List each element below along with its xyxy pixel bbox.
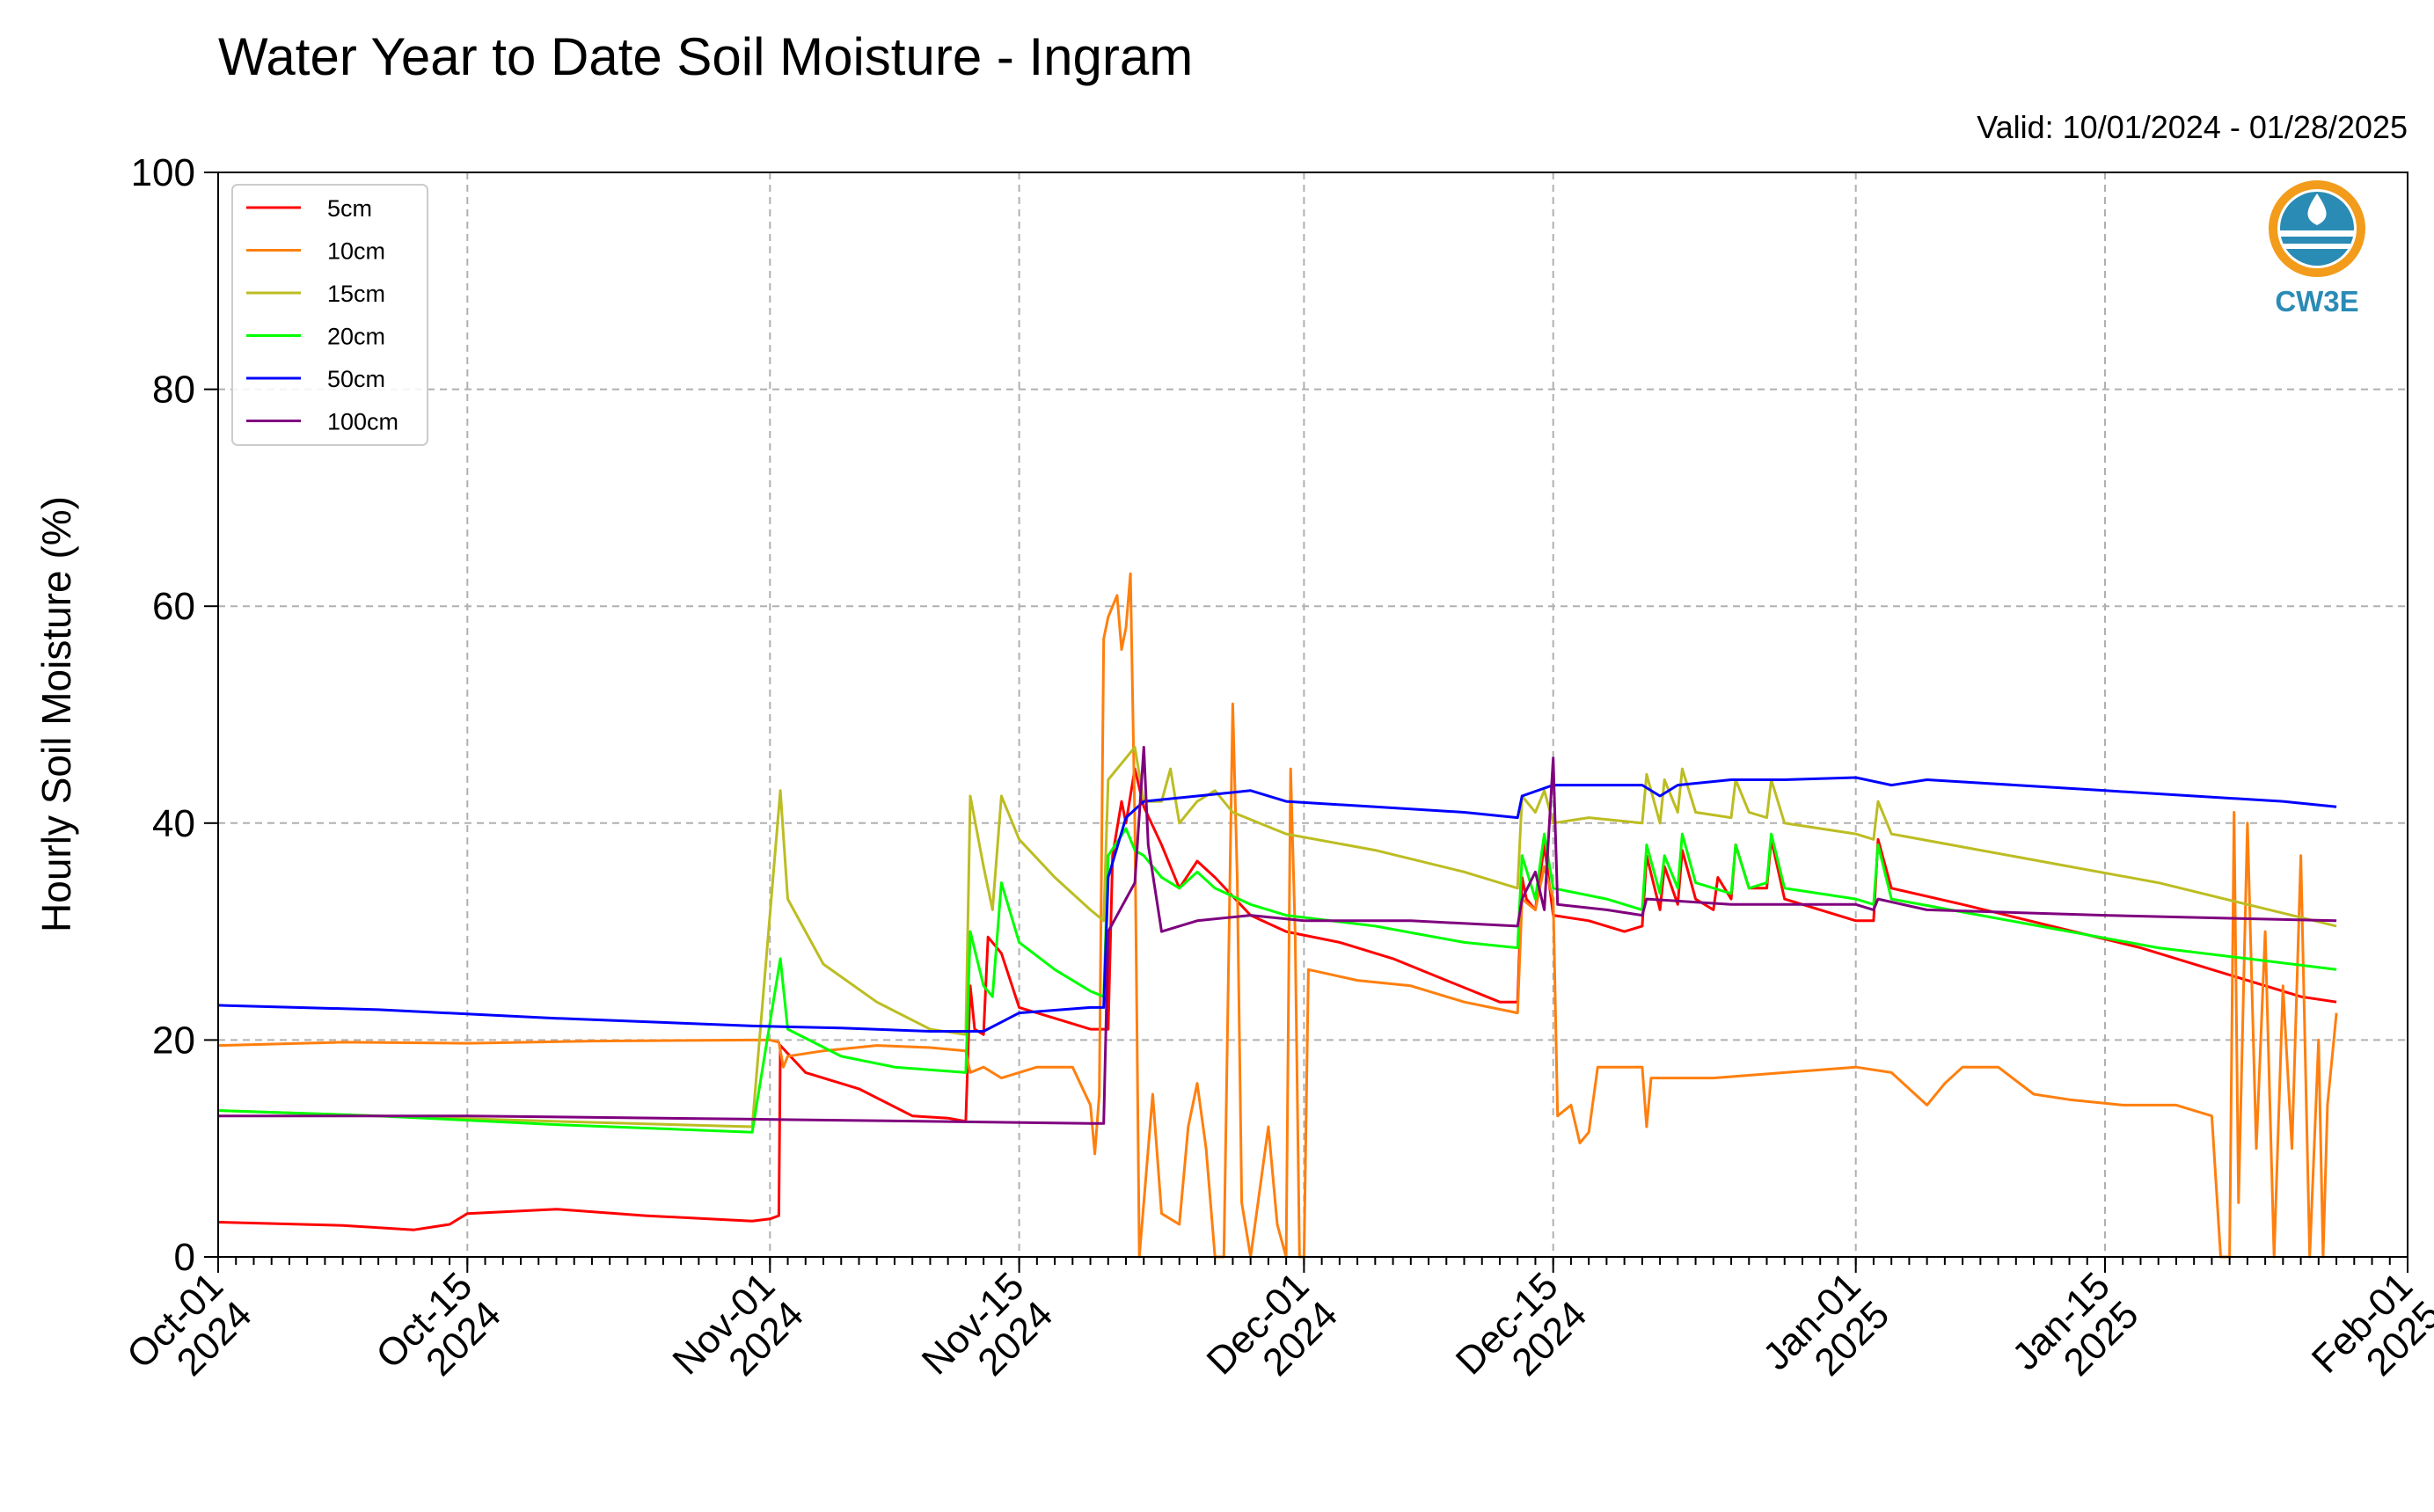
chart-title: Water Year to Date Soil Moisture - Ingra…	[218, 27, 1194, 86]
legend-label-10cm: 10cm	[327, 238, 385, 265]
water-drop-icon	[2307, 194, 2327, 225]
legend: 5cm 10cm 15cm 20cm 50cm 100cm	[231, 184, 428, 446]
legend-box	[231, 184, 428, 446]
series-line-100cm	[218, 746, 2337, 1125]
legend-label-20cm: 20cm	[327, 324, 385, 350]
y-tick-label: 80	[152, 369, 195, 412]
y-axis: 0 20 40 60 80 100	[131, 151, 218, 1279]
legend-label-100cm: 100cm	[327, 409, 398, 435]
series-line-50cm	[217, 776, 2337, 1033]
y-axis-label: Hourly Soil Moisture (%)	[33, 496, 79, 932]
plot-frame	[217, 172, 2408, 1258]
y-tick-label: 40	[152, 802, 195, 845]
series-line-5cm	[217, 767, 2337, 1231]
y-tick-label: 20	[152, 1019, 195, 1062]
legend-label-5cm: 5cm	[327, 195, 372, 222]
series-lines	[217, 572, 2338, 1259]
chart-subtitle: Valid: 10/01/2024 - 01/28/2025	[1977, 109, 2408, 145]
y-tick-label: 100	[131, 151, 195, 194]
y-tick-label: 60	[152, 585, 195, 628]
logo-wave-band-1	[2280, 230, 2354, 237]
series-line-20cm	[217, 827, 2337, 1134]
grid	[217, 172, 2408, 1258]
series-line-10cm	[217, 572, 2338, 1259]
legend-label-15cm: 15cm	[327, 281, 385, 307]
logo-text: CW3E	[2275, 285, 2358, 318]
logo-wave-band-2	[2284, 244, 2350, 249]
series-line-15cm	[217, 746, 2337, 1129]
legend-label-50cm: 50cm	[327, 366, 385, 392]
y-tick-label: 0	[174, 1236, 195, 1279]
logo-outer-ring	[2269, 180, 2365, 277]
cw3e-logo: CW3E	[2269, 180, 2365, 318]
